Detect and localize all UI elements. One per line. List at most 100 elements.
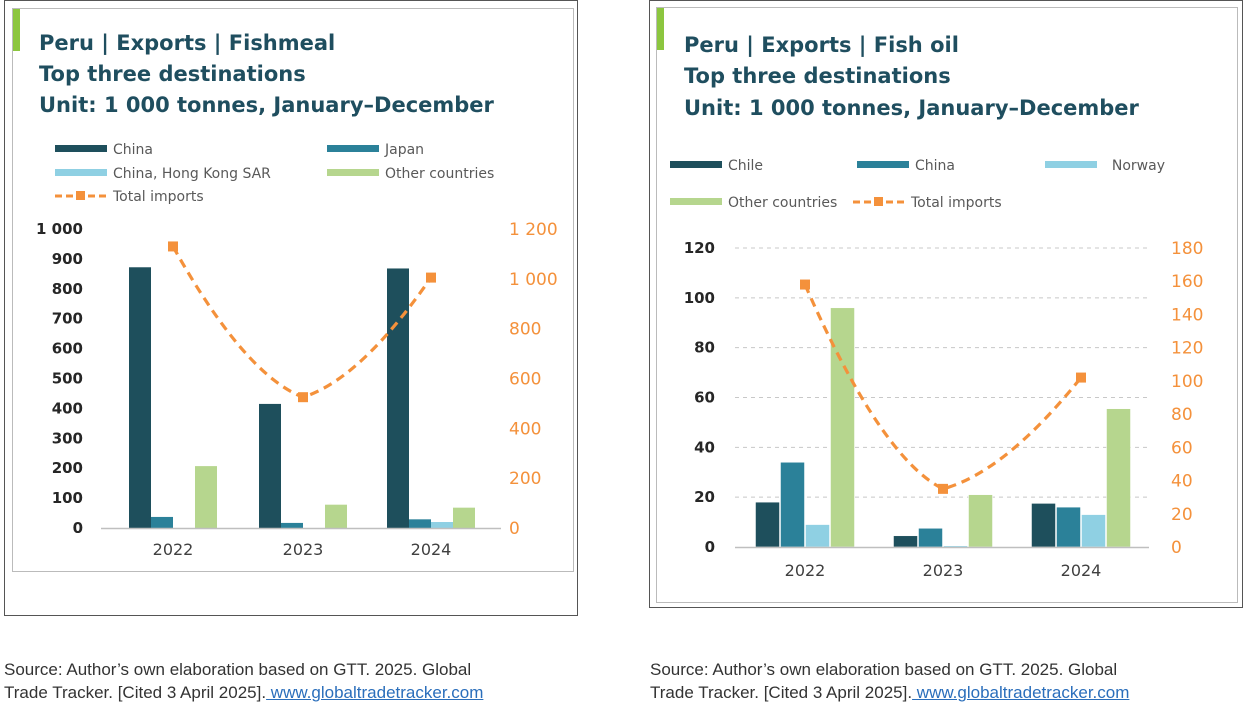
accent-bar: [13, 9, 20, 51]
source-text: Source: Author’s own elaboration based o…: [650, 660, 1118, 679]
y2-tick-label: 800: [509, 320, 541, 340]
chart-unit-label: Unit: 1 000 tonnes, January–December: [684, 96, 1140, 120]
legend-label: China: [113, 142, 153, 158]
y2-tick-label: 120: [1171, 339, 1203, 359]
bar: [431, 522, 453, 528]
x-tick-label: 2022: [785, 561, 826, 580]
legend-swatch: [1045, 161, 1097, 168]
total-imports-marker: [168, 241, 178, 252]
legend-label: China, Hong Kong SAR: [113, 166, 271, 182]
bar: [281, 522, 303, 528]
y-tick-label: 100: [52, 489, 83, 507]
legend-swatch: [670, 161, 722, 168]
y2-tick-label: 0: [1171, 538, 1182, 558]
accent-bar: [657, 8, 664, 50]
legend-swatch: [670, 198, 722, 205]
y-tick-label: 400: [52, 399, 83, 417]
fishmeal-chart-frame: Peru | Exports | Fishmeal Top three desti…: [12, 8, 574, 572]
bar: [259, 403, 281, 528]
total-imports-line: [803, 283, 1083, 491]
y2-tick-label: 200: [509, 469, 541, 489]
fish-oil-chart-panel: Peru | Exports | Fish oil Top three desti…: [649, 0, 1243, 608]
bar: [387, 268, 409, 528]
y-tick-label: 800: [52, 280, 83, 298]
legend-label: Other countries: [385, 166, 494, 182]
legend-label: Other countries: [728, 195, 837, 211]
x-tick-label: 2023: [923, 561, 964, 580]
source-note-left: Source: Author’s own elaboration based o…: [4, 658, 483, 704]
y-tick-label: 900: [52, 250, 83, 268]
y-tick-label: 100: [684, 289, 715, 307]
bar: [830, 307, 855, 548]
y-tick-label: 600: [52, 340, 83, 358]
y2-tick-label: 600: [509, 370, 541, 390]
bar: [409, 519, 431, 528]
fish-oil-chart: Peru | Exports | Fish oil Top three desti…: [670, 33, 1203, 580]
bar: [918, 528, 943, 548]
legend-marker: [874, 197, 883, 206]
legend-swatch: [55, 169, 107, 176]
legend-swatch: [327, 145, 379, 152]
total-imports-marker: [1076, 372, 1086, 383]
y2-tick-label: 60: [1171, 438, 1193, 458]
legend-marker: [76, 191, 85, 200]
x-tick-label: 2023: [283, 540, 324, 559]
source-text: Trade Tracker. [Cited 3 April 2025].: [4, 683, 267, 702]
chart-unit-label: Unit: 1 000 tonnes, January–December: [39, 93, 495, 117]
chart-subtitle: Top three destinations: [39, 62, 306, 86]
fishmeal-chart: Peru | Exports | Fishmeal Top three desti…: [36, 31, 558, 559]
bar: [1031, 503, 1056, 548]
fish-oil-chart-frame: Peru | Exports | Fish oil Top three desti…: [656, 7, 1238, 603]
bar: [893, 535, 918, 548]
y2-tick-label: 140: [1171, 305, 1203, 325]
chart-title: Peru | Exports | Fishmeal: [39, 31, 335, 56]
y2-tick-label: 180: [1171, 239, 1203, 259]
y-tick-label: 120: [684, 239, 715, 257]
source-text: Source: Author’s own elaboration based o…: [4, 660, 472, 679]
chart-title: Peru | Exports | Fish oil: [684, 33, 959, 58]
fishmeal-chart-panel: Peru | Exports | Fishmeal Top three desti…: [4, 0, 578, 616]
bar: [325, 504, 347, 528]
source-link[interactable]: www.globaltradetracker.com: [912, 683, 1130, 702]
source-text: Trade Tracker. [Cited 3 April 2025].: [650, 683, 913, 702]
bar: [129, 267, 151, 528]
y-tick-label: 500: [52, 370, 83, 388]
legend-swatch: [55, 145, 107, 152]
legend-label: Japan: [384, 142, 424, 158]
total-imports-marker: [298, 392, 308, 403]
y-tick-label: 20: [694, 488, 715, 506]
y2-tick-label: 20: [1171, 505, 1193, 525]
source-note-right: Source: Author’s own elaboration based o…: [650, 658, 1129, 704]
total-imports-marker: [800, 279, 810, 290]
y2-tick-label: 80: [1171, 405, 1193, 425]
legend-label: China: [915, 158, 955, 174]
y-tick-label: 60: [694, 389, 715, 407]
y2-tick-label: 40: [1171, 472, 1193, 492]
bar: [1081, 514, 1106, 548]
legend-swatch: [327, 169, 379, 176]
bar: [1056, 506, 1081, 548]
y2-tick-label: 1 200: [509, 220, 558, 240]
bar: [805, 524, 830, 548]
x-tick-label: 2024: [411, 540, 452, 559]
y2-tick-label: 100: [1171, 372, 1203, 392]
y-tick-label: 700: [52, 310, 83, 328]
y-tick-label: 300: [52, 429, 83, 447]
y-tick-label: 0: [705, 538, 715, 556]
legend-swatch: [857, 161, 909, 168]
bar: [195, 466, 217, 528]
y-tick-label: 80: [694, 339, 715, 357]
y2-tick-label: 0: [509, 519, 520, 539]
y2-tick-label: 1 000: [509, 270, 558, 290]
bar: [1106, 408, 1131, 548]
total-imports-marker: [426, 272, 436, 283]
legend-label: Total imports: [112, 189, 204, 205]
x-tick-label: 2022: [153, 540, 194, 559]
bar: [151, 516, 173, 528]
y-tick-label: 40: [694, 438, 715, 456]
y-tick-label: 1 000: [36, 220, 83, 238]
y-tick-label: 200: [52, 459, 83, 477]
legend-label: Total imports: [910, 195, 1002, 211]
legend-label: Norway: [1112, 158, 1165, 174]
source-link[interactable]: www.globaltradetracker.com: [266, 683, 484, 702]
